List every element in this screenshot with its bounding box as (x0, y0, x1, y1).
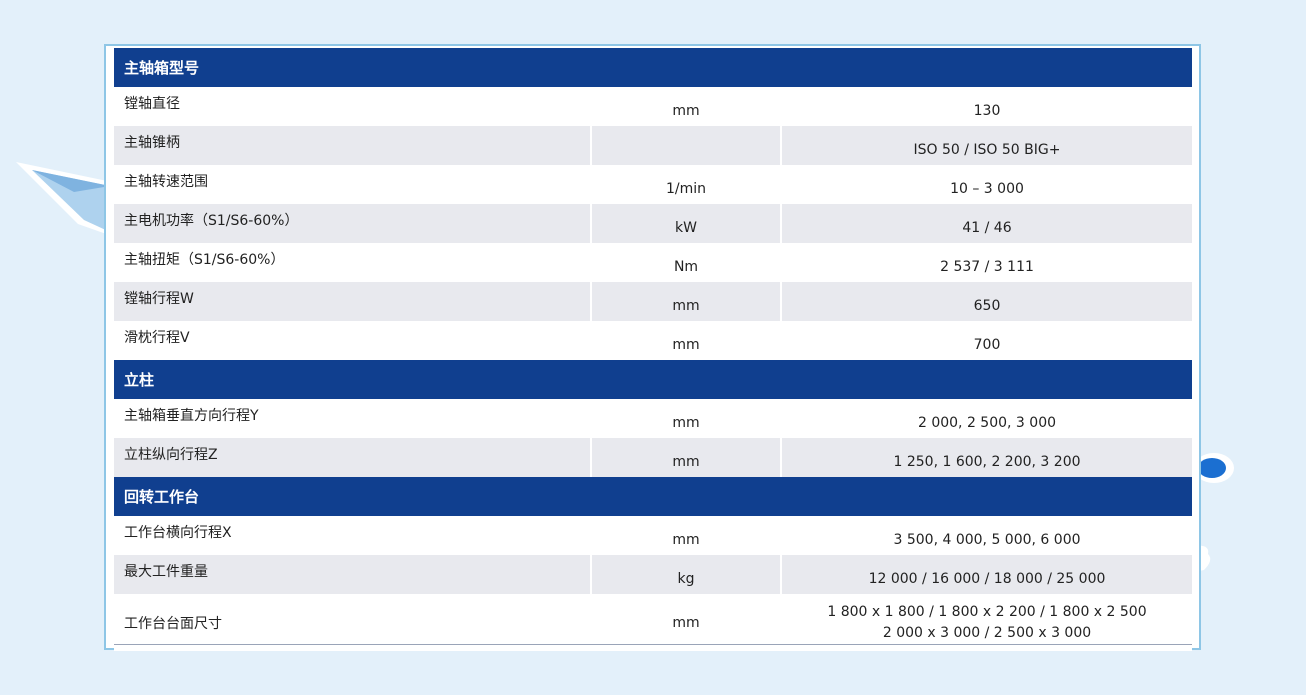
row-unit: mm (590, 399, 780, 438)
table-row: 主轴箱垂直方向行程Y mm 2 000, 2 500, 3 000 (114, 399, 1192, 438)
table-row: 主电机功率（S1/S6-60%） kW 41 / 46 (114, 204, 1192, 243)
table-row: 立柱纵向行程Z mm 1 250, 1 600, 2 200, 3 200 (114, 438, 1192, 477)
table-row: 工作台横向行程X mm 3 500, 4 000, 5 000, 6 000 (114, 516, 1192, 555)
row-unit: mm (590, 87, 780, 126)
table-row: 镗轴行程W mm 650 (114, 282, 1192, 321)
decorative-paper-plane-icon (16, 162, 112, 236)
table-row: 工作台台面尺寸 mm 1 800 x 1 800 / 1 800 x 2 200… (114, 594, 1192, 651)
row-value: 41 / 46 (780, 204, 1192, 243)
table-bottom-rule (114, 644, 1192, 645)
section-title: 立柱 (124, 371, 155, 389)
spec-table: 主轴箱型号 镗轴直径 mm 130 主轴锥柄 ISO 50 / ISO 50 B… (114, 48, 1192, 651)
row-value: ISO 50 / ISO 50 BIG+ (780, 126, 1192, 165)
row-value: 1 250, 1 600, 2 200, 3 200 (780, 438, 1192, 477)
row-unit: kg (590, 555, 780, 594)
row-label: 镗轴行程W (124, 291, 194, 307)
row-value-line-2: 2 000 x 3 000 / 2 500 x 3 000 (882, 624, 1092, 641)
row-value: 130 (780, 87, 1192, 126)
row-label: 最大工件重量 (124, 564, 208, 580)
table-row: 主轴转速范围 1/min 10 – 3 000 (114, 165, 1192, 204)
section-header-rotary-table: 回转工作台 (114, 477, 1192, 516)
row-label: 主轴转速范围 (124, 174, 208, 190)
row-label: 主轴扭矩（S1/S6-60%） (124, 252, 285, 268)
row-unit (590, 126, 780, 165)
section-header-column: 立柱 (114, 360, 1192, 399)
row-label: 主轴锥柄 (124, 135, 180, 151)
row-label: 工作台台面尺寸 (124, 615, 222, 632)
row-label: 工作台横向行程X (124, 525, 232, 541)
row-unit: mm (590, 321, 780, 360)
table-row: 最大工件重量 kg 12 000 / 16 000 / 18 000 / 25 … (114, 555, 1192, 594)
row-unit: mm (590, 516, 780, 555)
row-label: 立柱纵向行程Z (124, 447, 218, 463)
row-label: 镗轴直径 (124, 96, 180, 112)
table-row: 镗轴直径 mm 130 (114, 87, 1192, 126)
row-unit: 1/min (590, 165, 780, 204)
row-unit: mm (590, 282, 780, 321)
row-label: 主电机功率（S1/S6-60%） (124, 213, 299, 229)
section-title: 主轴箱型号 (124, 59, 200, 77)
row-label: 主轴箱垂直方向行程Y (124, 408, 259, 424)
row-unit: mm (590, 438, 780, 477)
table-row: 滑枕行程V mm 700 (114, 321, 1192, 360)
row-value: 2 537 / 3 111 (780, 243, 1192, 282)
row-value: 700 (780, 321, 1192, 360)
row-value: 12 000 / 16 000 / 18 000 / 25 000 (780, 555, 1192, 594)
row-unit: mm (590, 594, 780, 651)
row-label: 滑枕行程V (124, 330, 190, 346)
row-value-line-1: 1 800 x 1 800 / 1 800 x 2 200 / 1 800 x … (827, 603, 1147, 620)
row-unit: kW (590, 204, 780, 243)
decorative-cloud-icon (1194, 453, 1234, 483)
table-row: 主轴锥柄 ISO 50 / ISO 50 BIG+ (114, 126, 1192, 165)
row-value: 2 000, 2 500, 3 000 (780, 399, 1192, 438)
row-value-multiline: 1 800 x 1 800 / 1 800 x 2 200 / 1 800 x … (780, 594, 1192, 651)
row-unit: Nm (590, 243, 780, 282)
row-value: 3 500, 4 000, 5 000, 6 000 (780, 516, 1192, 555)
row-value: 650 (780, 282, 1192, 321)
section-header-spindle: 主轴箱型号 (114, 48, 1192, 87)
table-row: 主轴扭矩（S1/S6-60%） Nm 2 537 / 3 111 (114, 243, 1192, 282)
row-value: 10 – 3 000 (780, 165, 1192, 204)
section-title: 回转工作台 (124, 488, 200, 506)
